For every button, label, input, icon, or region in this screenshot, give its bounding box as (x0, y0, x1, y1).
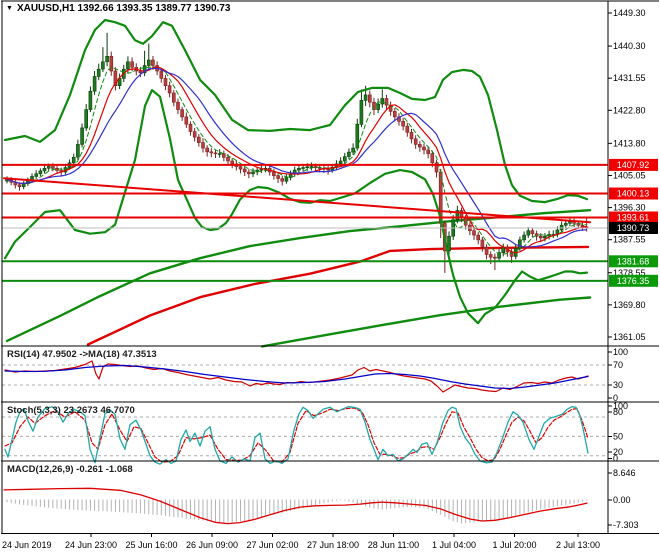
svg-text:1 Jul 20:00: 1 Jul 20:00 (492, 540, 536, 550)
svg-text:1393.61: 1393.61 (617, 213, 650, 223)
svg-text:100: 100 (613, 347, 628, 357)
svg-text:1422.80: 1422.80 (613, 105, 646, 115)
symbol-menu-arrow-icon[interactable]: ▼ (6, 5, 13, 12)
stochastic-panel (4, 406, 589, 465)
svg-text:30: 30 (613, 380, 623, 390)
svg-text:1407.92: 1407.92 (617, 160, 650, 170)
svg-text:1376.35: 1376.35 (617, 276, 650, 286)
svg-text:24 Jun 23:00: 24 Jun 23:00 (65, 540, 117, 550)
svg-text:80: 80 (613, 407, 623, 417)
svg-text:1396.30: 1396.30 (613, 203, 646, 213)
chart-title: XAUUSD,H1 1392.66 1393.35 1389.77 1390.7… (16, 3, 231, 14)
svg-text:0: 0 (613, 454, 618, 464)
svg-text:1413.80: 1413.80 (613, 138, 646, 148)
svg-text:20: 20 (613, 447, 623, 457)
svg-text:1361.05: 1361.05 (613, 332, 646, 342)
svg-text:1387.55: 1387.55 (613, 235, 646, 245)
svg-text:1405.05: 1405.05 (613, 170, 646, 180)
chart-title-bar: ▼ XAUUSD,H1 1392.66 1393.35 1389.77 1390… (6, 3, 230, 14)
svg-text:1449.30: 1449.30 (613, 8, 646, 18)
svg-text:2 Jul 13:00: 2 Jul 13:00 (556, 540, 600, 550)
svg-text:0: 0 (613, 393, 618, 403)
macd-panel (3, 487, 588, 525)
svg-text:1378.55: 1378.55 (613, 268, 646, 278)
svg-text:8.646: 8.646 (613, 468, 636, 478)
svg-text:50: 50 (613, 432, 623, 442)
svg-text:70: 70 (613, 360, 623, 370)
panel-borders (1, 0, 659, 534)
indicator-gridlines (2, 364, 608, 457)
svg-text:1440.30: 1440.30 (613, 41, 646, 51)
svg-text:1 Jul 04:00: 1 Jul 04:00 (432, 540, 476, 550)
svg-text:27 Jun 18:00: 27 Jun 18:00 (307, 540, 359, 550)
ma-overlays-layer (6, 66, 588, 255)
svg-text:26 Jun 09:00: 26 Jun 09:00 (186, 540, 238, 550)
svg-text:1369.80: 1369.80 (613, 300, 646, 310)
price-badges: 1407.92 1400.13 1393.61 1381.68 1376.35 1390.… (609, 158, 658, 287)
svg-text:1400.13: 1400.13 (617, 189, 650, 199)
rsi-panel (4, 360, 589, 393)
svg-text:0.00: 0.00 (613, 495, 631, 505)
price-axis: 1449.30 1440.30 1431.55 1422.80 1413.80 1405.… (608, 8, 646, 342)
levels-layer (2, 163, 608, 282)
svg-text:-7.303: -7.303 (613, 520, 639, 530)
svg-text:25 Jun 16:00: 25 Jun 16:00 (125, 540, 177, 550)
stochastic-indicator-label: Stoch(5,3,3) 23.2673 46.7070 (7, 405, 135, 416)
svg-text:1381.68: 1381.68 (617, 256, 650, 266)
svg-text:100: 100 (613, 401, 628, 411)
macd-indicator-label: MACD(12,26,9) -0.261 -1.068 (7, 464, 133, 475)
svg-text:24 Jun 2019: 24 Jun 2019 (2, 540, 52, 550)
svg-text:28 Jun 11:00: 28 Jun 11:00 (368, 540, 419, 550)
svg-text:1390.73: 1390.73 (617, 223, 650, 233)
time-axis: 24 Jun 2019 24 Jun 23:00 25 Jun 16:00 26 Ju… (2, 534, 600, 550)
svg-text:27 Jun 02:00: 27 Jun 02:00 (246, 540, 298, 550)
svg-text:1431.55: 1431.55 (613, 73, 646, 83)
rsi-indicator-label: RSI(14) 47.9502 ->MA(18) 47.3513 (7, 349, 157, 360)
